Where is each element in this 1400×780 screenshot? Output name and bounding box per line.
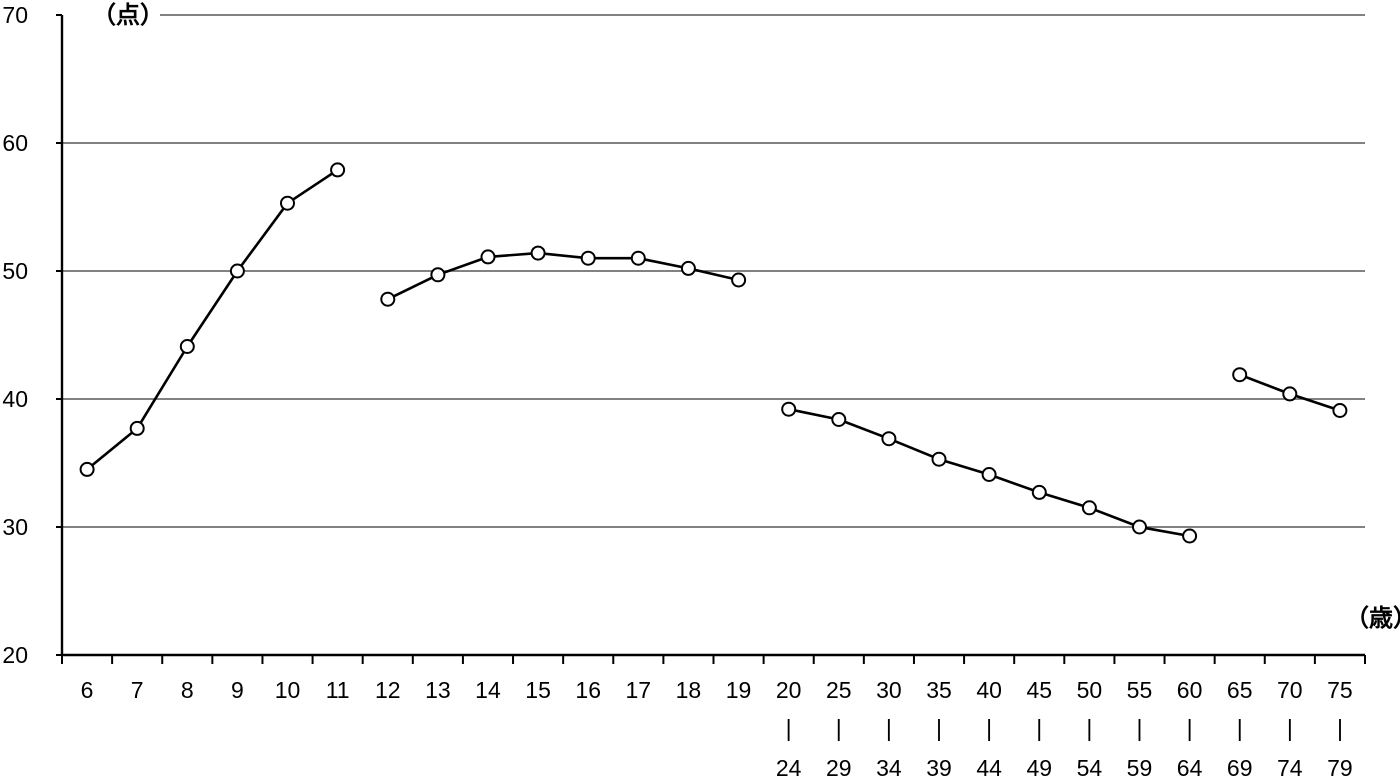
data-point-15 xyxy=(530,245,546,261)
data-markers xyxy=(79,162,1348,544)
x-tick-label-14: 14 xyxy=(475,677,501,703)
x-tick-label-65: 65 xyxy=(1227,677,1253,703)
y-tick-label-40: 40 xyxy=(2,386,28,412)
x-tick-range-separator: | xyxy=(886,715,892,741)
x-tick-label-11: 11 xyxy=(326,677,350,703)
x-tick-range-separator: | xyxy=(1136,715,1142,741)
grid-lines xyxy=(62,14,1365,528)
x-tick-label-10: 10 xyxy=(275,677,301,703)
series-segment-2 xyxy=(387,251,739,301)
x-tick-range-separator: | xyxy=(936,715,942,741)
y-tick-label-50: 50 xyxy=(2,258,28,284)
x-tick-label-19: 19 xyxy=(726,677,752,703)
data-point-6 xyxy=(79,461,95,477)
data-point-20 xyxy=(781,401,797,417)
data-point-55 xyxy=(1132,519,1147,535)
series-segment-1 xyxy=(86,168,339,471)
x-tick-label-40: 40 xyxy=(976,677,1002,703)
x-tick-label-49: 49 xyxy=(1026,755,1052,780)
x-tick-range-separator: | xyxy=(1036,715,1042,741)
data-point-60 xyxy=(1182,528,1198,544)
data-point-7 xyxy=(129,420,145,436)
data-point-17 xyxy=(630,250,646,266)
x-tick-label-55: 55 xyxy=(1127,677,1153,703)
data-point-45 xyxy=(1031,484,1047,500)
data-point-9 xyxy=(229,263,245,279)
x-tick-range-separator: | xyxy=(1287,715,1293,741)
axes xyxy=(56,14,1366,664)
data-point-11 xyxy=(330,162,346,178)
x-tick-label-44: 44 xyxy=(976,755,1002,780)
series-lines xyxy=(86,168,1341,538)
data-point-10 xyxy=(280,195,295,211)
data-point-16 xyxy=(580,250,596,266)
data-point-65 xyxy=(1232,367,1248,383)
x-tick-label-25: 25 xyxy=(826,677,852,703)
x-tick-label-75: 75 xyxy=(1327,677,1353,703)
x-tick-label-50: 50 xyxy=(1077,677,1103,703)
y-tick-label-20: 20 xyxy=(2,642,28,668)
data-point-30 xyxy=(881,431,897,447)
x-tick-label-18: 18 xyxy=(676,677,702,703)
x-tick-label-60: 60 xyxy=(1177,677,1203,703)
data-point-75 xyxy=(1332,403,1348,418)
data-point-8 xyxy=(179,339,195,354)
data-point-13 xyxy=(430,267,446,283)
x-tick-label-64: 64 xyxy=(1177,755,1203,780)
x-tick-range-separator: | xyxy=(986,715,992,741)
y-tick-label-60: 60 xyxy=(2,130,28,156)
x-tick-label-20: 20 xyxy=(776,677,802,703)
x-tick-label-17: 17 xyxy=(626,677,652,703)
x-tick-label-29: 29 xyxy=(826,755,852,780)
x-tick-label-6: 6 xyxy=(81,677,94,703)
x-tick-label-34: 34 xyxy=(876,755,902,780)
x-tick-label-13: 13 xyxy=(425,677,451,703)
x-tick-label-35: 35 xyxy=(926,677,952,703)
data-point-18 xyxy=(680,260,696,276)
data-point-50 xyxy=(1081,500,1097,516)
x-tick-label-70: 70 xyxy=(1277,677,1303,703)
x-tick-label-15: 15 xyxy=(525,677,551,703)
x-tick-label-39: 39 xyxy=(926,755,952,780)
data-point-35 xyxy=(931,451,947,467)
x-tick-range-separator: | xyxy=(1337,715,1343,741)
x-tick-label-45: 45 xyxy=(1026,677,1052,703)
data-point-14 xyxy=(480,249,496,265)
x-tick-range-separator: | xyxy=(1237,715,1243,741)
y-tick-label-70: 70 xyxy=(2,2,28,28)
x-tick-range-separator: | xyxy=(1187,715,1193,741)
data-point-70 xyxy=(1282,386,1298,402)
x-tick-label-54: 54 xyxy=(1077,755,1103,780)
x-tick-label-7: 7 xyxy=(131,677,144,703)
x-tick-label-12: 12 xyxy=(375,677,401,703)
y-axis-unit-label: （点） xyxy=(92,2,164,29)
x-tick-range-separator: | xyxy=(836,715,842,741)
x-tick-label-8: 8 xyxy=(181,677,194,703)
x-axis-unit-label: （歳） xyxy=(1345,604,1400,632)
x-tick-label-59: 59 xyxy=(1127,755,1153,780)
x-tick-label-9: 9 xyxy=(231,677,244,703)
y-tick-labels: 20 30 40 50 60 70 xyxy=(2,2,28,668)
x-tick-range-separator: | xyxy=(786,715,792,741)
y-tick-label-30: 30 xyxy=(2,514,28,540)
data-point-12 xyxy=(380,291,396,307)
x-tick-label-74: 74 xyxy=(1277,755,1303,780)
x-tick-labels: 6 7 8 9 10 11 12 13 14 15 16 17 18 19 20 | 24 25 | 29 30 | 34 3… xyxy=(81,677,1353,780)
x-tick-label-69: 69 xyxy=(1227,755,1253,780)
x-tick-label-79: 79 xyxy=(1327,755,1353,780)
x-tick-label-30: 30 xyxy=(876,677,902,703)
data-point-25 xyxy=(831,412,847,427)
x-tick-range-separator: | xyxy=(1086,715,1092,741)
x-tick-label-24: 24 xyxy=(776,755,802,780)
x-tick-label-16: 16 xyxy=(575,677,601,703)
data-point-40 xyxy=(981,467,997,482)
data-point-19 xyxy=(731,272,747,288)
